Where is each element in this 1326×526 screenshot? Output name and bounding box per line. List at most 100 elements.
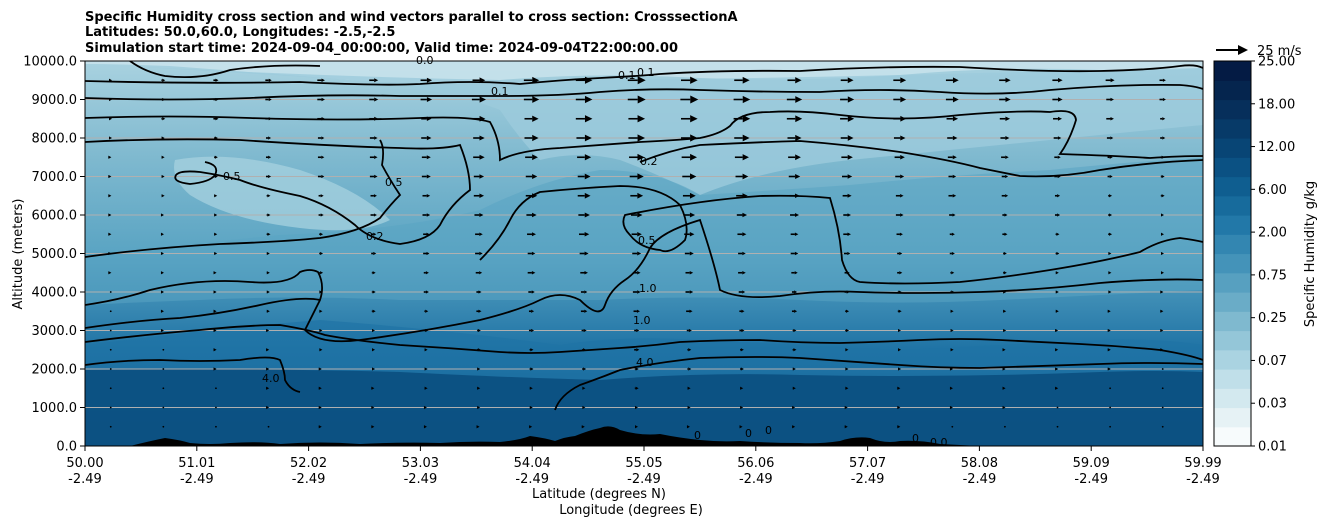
contour-line-0-2-right [639, 140, 1203, 178]
wind-vector-18-2 [215, 425, 217, 428]
wind-vector-18-1 [162, 425, 165, 428]
wind-vector-16-5 [371, 386, 375, 390]
wind-vector-11-4 [319, 290, 323, 294]
wind-vector-11-11 [685, 290, 694, 294]
wind-vector-10-19 [1108, 271, 1112, 275]
wind-vector-2-12 [733, 115, 751, 123]
wind-vector-18-14 [844, 425, 848, 429]
wind-vector-12-2 [213, 309, 217, 313]
wind-vector-5-1 [161, 174, 165, 179]
colorbar-swatch-10 [1214, 234, 1251, 255]
wind-vector-5-19 [1107, 174, 1113, 179]
colorbar-swatch-17 [1214, 99, 1251, 120]
wind-vector-13-5 [372, 328, 376, 333]
gridlines [85, 61, 1203, 446]
wind-vector-15-3 [266, 367, 270, 371]
wind-vector-16-14 [845, 386, 849, 390]
x-tick-label-lat-2: 52.02 [290, 456, 327, 471]
wind-vector-13-2 [213, 328, 217, 333]
wind-vector-11-18 [1055, 290, 1059, 294]
wind-vector-6-6 [422, 194, 431, 198]
wind-vector-13-14 [845, 328, 850, 333]
wind-vector-15-6 [424, 367, 428, 371]
wind-vector-15-20 [1161, 368, 1164, 370]
wind-vector-8-5 [371, 232, 377, 236]
x-tick-label-lat-5: 55.05 [625, 456, 662, 471]
wind-vector-17-18 [1056, 406, 1059, 409]
wind-vector-10-9 [580, 271, 588, 275]
wind-vector-3-16 [947, 135, 958, 141]
wind-vector-6-4 [318, 194, 324, 198]
contour-label-1-0-b: 1.0 [633, 314, 651, 327]
wind-vector-13-11 [686, 328, 692, 333]
wind-vector-8-10 [631, 231, 642, 237]
wind-vector-1-11 [680, 95, 699, 104]
contour-label-4-0-b: 4.0 [262, 372, 280, 385]
wind-vector-4-15 [894, 154, 905, 160]
wind-vector-15-18 [1055, 367, 1059, 371]
x-tick-label-lon-9: -2.49 [1074, 472, 1108, 487]
wind-vector-12-7 [476, 309, 482, 313]
wind-vector-16-18 [1055, 386, 1059, 390]
wind-vector-5-9 [577, 173, 591, 180]
wind-vector-3-15 [893, 135, 906, 141]
wind-vector-15-11 [687, 367, 692, 371]
contour-line-0-1-mid [85, 110, 1203, 162]
wind-vector-16-0 [109, 387, 112, 390]
wind-vector-7-0 [108, 213, 112, 217]
wind-vector-2-2 [213, 117, 219, 121]
wind-vector-0-14 [840, 77, 854, 84]
contour-label-0-1-a: 0.1 [618, 69, 636, 82]
wind-vector-5-15 [895, 174, 905, 179]
wind-vector-4-2 [214, 155, 218, 159]
wind-vector-0-16 [945, 77, 959, 84]
y-tick-label-8: 8000.0 [32, 132, 78, 147]
wind-vector-4-5 [369, 155, 378, 159]
wind-vector-3-3 [265, 136, 272, 140]
wind-vector-9-5 [371, 251, 377, 256]
wind-vector-13-12 [739, 328, 745, 333]
wind-vector-6-18 [1054, 194, 1061, 198]
wind-vector-14-17 [1002, 348, 1006, 352]
wind-vector-7-7 [474, 213, 484, 217]
wind-vector-7-5 [370, 213, 377, 217]
wind-vector-12-10 [633, 309, 640, 313]
x-tick-label-lon-0: -2.49 [68, 472, 102, 487]
wind-vector-18-10 [635, 425, 639, 429]
wind-vector-1-16 [945, 96, 959, 103]
humidity-band-mid [85, 158, 1203, 305]
wind-vector-14-14 [845, 348, 849, 352]
wind-vector-7-10 [630, 212, 643, 218]
contour-label-0-5-b: 0.5 [385, 176, 403, 189]
wind-vector-13-9 [581, 328, 587, 333]
wind-vector-12-20 [1160, 309, 1164, 313]
colorbar-swatch-6 [1214, 311, 1251, 332]
wind-vector-17-0 [109, 406, 112, 409]
colorbar-swatch-19 [1214, 61, 1251, 81]
wind-vector-0-13 [787, 77, 802, 84]
wind-vector-15-4 [318, 367, 322, 371]
wind-vector-16-20 [1161, 387, 1164, 390]
wind-vector-0-12 [734, 76, 750, 84]
wind-vector-13-17 [1003, 328, 1007, 333]
wind-vector-12-16 [950, 309, 954, 313]
wind-vector-12-5 [371, 309, 376, 313]
wind-vector-11-3 [266, 290, 270, 294]
wind-vector-5-18 [1054, 174, 1061, 179]
wind-vector-2-0 [109, 117, 113, 121]
wind-vector-0-0 [109, 78, 113, 82]
wind-vector-6-15 [895, 194, 904, 198]
wind-vector-3-17 [1000, 136, 1010, 140]
contour-label-0-5-a: 0.5 [223, 170, 241, 183]
colorbar-swatch-4 [1214, 349, 1251, 370]
wind-vector-7-11 [683, 212, 696, 218]
wind-vector-0-9 [575, 76, 593, 84]
wind-vector-3-14 [840, 135, 854, 141]
wind-vector-4-17 [1001, 155, 1009, 159]
wind-vector-7-12 [736, 212, 748, 218]
wind-vector-7-14 [843, 213, 851, 217]
wind-vector-4-14 [841, 154, 853, 160]
wind-vector-9-0 [108, 251, 112, 256]
contour-label-0-2-a: 0.2 [640, 155, 658, 168]
wind-vector-16-12 [740, 386, 744, 390]
